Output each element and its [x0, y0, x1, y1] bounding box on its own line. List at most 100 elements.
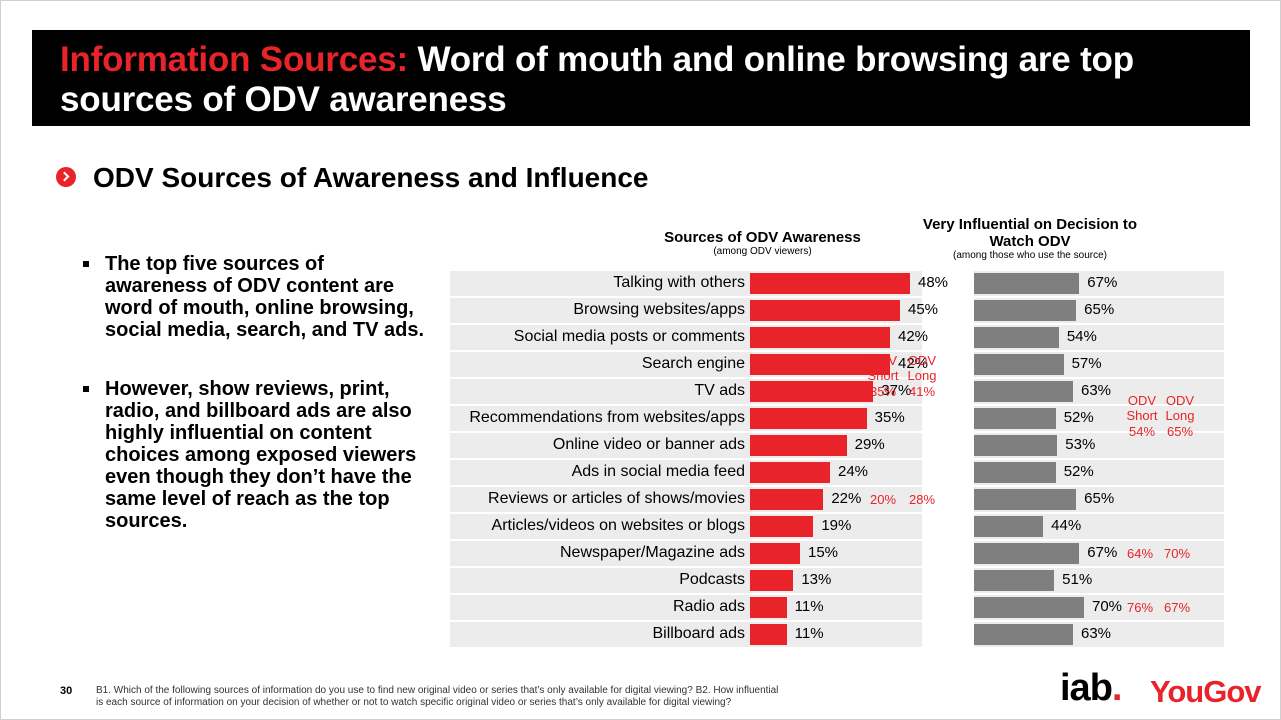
- bullet-item: However, show reviews, print, radio, and…: [80, 378, 430, 532]
- awareness-bar: [750, 435, 847, 456]
- awareness-annotation-header: Short: [867, 368, 899, 383]
- awareness-bar: [750, 516, 814, 537]
- awareness-bar: [750, 273, 910, 294]
- awareness-row-background: [450, 622, 922, 647]
- influence-bar: [974, 354, 1064, 375]
- influence-bar: [974, 570, 1055, 591]
- footnote: B1. Which of the following sources of in…: [96, 685, 856, 709]
- title-accent: Information Sources:: [60, 40, 408, 79]
- awareness-value-label: 42%: [898, 328, 929, 345]
- awareness-annotation-value: 41%: [908, 384, 936, 399]
- category-label: Talking with others: [613, 274, 745, 291]
- awareness-annotation-header: Long: [907, 368, 937, 383]
- influence-value-label: 65%: [1084, 490, 1115, 507]
- awareness-row-background: [450, 595, 922, 620]
- section-title: ODV Sources of Awareness and Influence: [93, 162, 649, 193]
- bullet-text: The top five sources of awareness of ODV…: [105, 253, 425, 341]
- awareness-value-label: 13%: [801, 571, 832, 588]
- title-bar: [32, 30, 1250, 126]
- awareness-bar: [750, 489, 824, 510]
- awareness-chart-header: Sources of ODV Awareness (among ODV view…: [640, 229, 885, 258]
- influence-chart-subtitle: (among those who use the source): [953, 250, 1107, 261]
- iab-logo-text: iab: [1060, 667, 1113, 709]
- category-label: Reviews or articles of shows/movies: [488, 490, 745, 507]
- awareness-value-label: 42%: [898, 355, 929, 372]
- page-number: 30: [60, 685, 73, 697]
- influence-bar: [974, 516, 1044, 537]
- awareness-chart-title: Sources of ODV Awareness: [664, 229, 861, 246]
- awareness-bar: [750, 462, 830, 483]
- influence-chart-title: Very Influential on Decision to Watch OD…: [922, 216, 1138, 250]
- influence-annotation-header: ODV: [1127, 393, 1157, 408]
- influence-bar: [974, 624, 1073, 645]
- category-label: Radio ads: [672, 598, 745, 615]
- awareness-annotation-value: 28%: [908, 492, 936, 507]
- awareness-annotation-value: 20%: [869, 492, 897, 507]
- awareness-bar: [750, 327, 890, 348]
- square-bullet-icon: [83, 261, 89, 267]
- awareness-bar: [750, 381, 874, 402]
- bullet-text: However, show reviews, print, radio, and…: [105, 378, 417, 532]
- iab-logo: iab.: [1060, 667, 1122, 709]
- awareness-bar: [750, 408, 867, 429]
- awareness-row-background: [450, 568, 922, 593]
- awareness-bar: [750, 354, 890, 375]
- influence-bar: [974, 381, 1073, 402]
- influence-annotation-header: Long: [1165, 408, 1195, 423]
- bullet-list: The top five sources of awareness of ODV…: [80, 253, 430, 569]
- footnote-line-1: B1. Which of the following sources of in…: [96, 685, 779, 696]
- awareness-annotation-header: ODV: [907, 353, 937, 368]
- awareness-bar: [750, 543, 800, 564]
- influence-bar: [974, 597, 1084, 618]
- category-label: Browsing websites/apps: [573, 301, 745, 318]
- influence-value-label: 63%: [1081, 625, 1112, 642]
- awareness-chart-subtitle: (among ODV viewers): [713, 246, 812, 257]
- influence-annotation-value: 70%: [1163, 546, 1191, 561]
- influence-value-label: 52%: [1063, 409, 1094, 426]
- category-label: Billboard ads: [652, 625, 746, 642]
- awareness-bar: [750, 300, 900, 321]
- influence-value-label: 65%: [1084, 301, 1115, 318]
- influence-bar: [974, 408, 1056, 429]
- influence-bar: [974, 435, 1058, 456]
- bullet-item: The top five sources of awareness of ODV…: [80, 253, 430, 341]
- awareness-annotation-header: ODV: [868, 353, 898, 368]
- influence-value-label: 63%: [1081, 382, 1112, 399]
- awareness-row-background: [450, 514, 922, 539]
- awareness-row-background: [450, 460, 922, 485]
- category-label: Ads in social media feed: [571, 463, 745, 480]
- awareness-annotation-value: 35%: [869, 384, 897, 399]
- influence-annotation-value: 64%: [1126, 546, 1154, 561]
- square-bullet-icon: [83, 386, 89, 392]
- awareness-value-label: 15%: [808, 544, 839, 561]
- category-label: Social media posts or comments: [513, 328, 745, 345]
- influence-bar: [974, 489, 1077, 510]
- influence-annotation-value: 76%: [1126, 600, 1154, 615]
- awareness-value-label: 22%: [831, 490, 862, 507]
- influence-value-label: 52%: [1063, 463, 1094, 480]
- section-chevron-icon: [56, 167, 76, 187]
- influence-value-label: 67%: [1087, 544, 1118, 561]
- influence-bar: [974, 327, 1059, 348]
- category-label: Recommendations from websites/apps: [469, 409, 745, 426]
- influence-bar: [974, 300, 1077, 321]
- influence-value-label: 67%: [1087, 274, 1118, 291]
- influence-value-label: 54%: [1066, 328, 1097, 345]
- influence-bar: [974, 543, 1080, 564]
- influence-value-label: 70%: [1092, 598, 1123, 615]
- category-label: Articles/videos on websites or blogs: [491, 517, 745, 534]
- awareness-value-label: 37%: [881, 382, 912, 399]
- category-label: Podcasts: [679, 571, 745, 588]
- awareness-bar: [750, 570, 794, 591]
- title-main: Word of mouth and online browsing are to…: [60, 40, 1134, 119]
- yougov-logo: YouGov: [1150, 674, 1262, 709]
- influence-bar: [974, 273, 1080, 294]
- influence-bar: [974, 462, 1056, 483]
- awareness-value-label: 29%: [854, 436, 885, 453]
- slide-title: Information Sources: Word of mouth and o…: [60, 40, 1230, 120]
- awareness-row-background: [450, 487, 922, 512]
- awareness-value-label: 11%: [794, 625, 824, 642]
- awareness-value-label: 19%: [821, 517, 852, 534]
- awareness-value-label: 35%: [874, 409, 905, 426]
- category-label: Newspaper/Magazine ads: [560, 544, 745, 561]
